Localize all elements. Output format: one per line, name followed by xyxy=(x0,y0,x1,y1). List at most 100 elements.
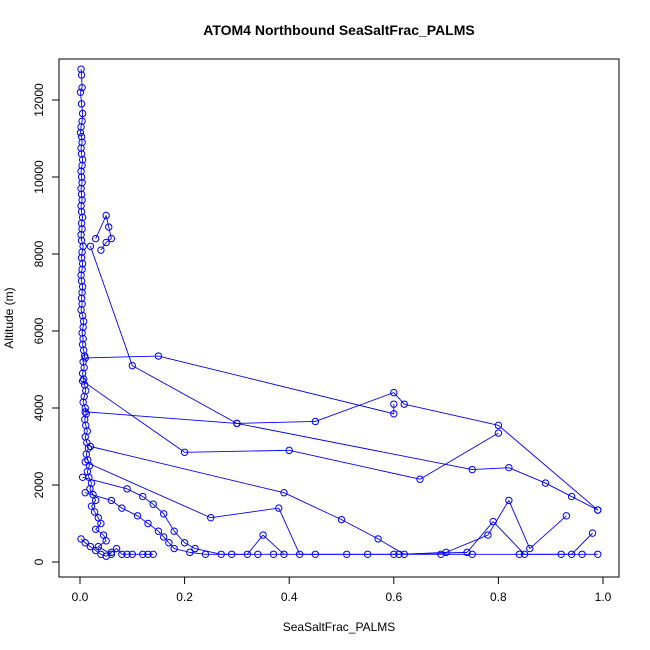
y-tick-label: 2000 xyxy=(32,471,46,498)
series-3 xyxy=(81,352,398,418)
series-segment xyxy=(315,392,394,422)
data-point xyxy=(170,544,178,553)
data-point xyxy=(363,550,372,558)
data-point xyxy=(77,144,85,152)
data-point xyxy=(275,504,283,512)
data-point xyxy=(86,242,95,251)
data-point xyxy=(154,527,163,535)
data-point xyxy=(515,550,524,558)
data-point xyxy=(78,83,86,92)
data-point xyxy=(311,417,320,426)
y-tick-label: 6000 xyxy=(32,317,46,344)
data-point xyxy=(78,248,86,256)
data-point xyxy=(87,502,96,510)
series-segment xyxy=(132,365,238,424)
data-point xyxy=(578,550,586,558)
series-10 xyxy=(77,535,157,560)
series-segment xyxy=(95,215,107,239)
data-point xyxy=(484,531,492,539)
series-11 xyxy=(91,211,116,254)
data-point xyxy=(77,132,86,141)
series-segment xyxy=(81,74,83,88)
data-point xyxy=(201,550,210,558)
data-point xyxy=(139,492,147,501)
series-segment xyxy=(85,461,211,519)
series-segment xyxy=(236,421,316,424)
series-segment xyxy=(85,492,112,501)
data-point xyxy=(79,317,88,326)
data-point xyxy=(105,223,113,231)
data-point xyxy=(77,202,85,210)
series-segment xyxy=(90,246,133,366)
data-point xyxy=(94,542,103,551)
data-point xyxy=(165,539,173,547)
data-point xyxy=(77,123,85,131)
series-segment xyxy=(466,521,494,553)
series-segment xyxy=(98,540,107,547)
series-segment xyxy=(487,500,510,536)
data-point xyxy=(149,500,157,508)
y-axis: 0 2000 4000 6000 8000 10000 12000 xyxy=(32,83,60,565)
data-point xyxy=(390,400,398,408)
series-segment xyxy=(184,542,196,549)
data-point xyxy=(191,544,199,553)
x-tick-label: 0.0 xyxy=(72,590,89,604)
data-point xyxy=(77,173,86,181)
data-point xyxy=(227,550,236,558)
series-segment xyxy=(98,546,112,555)
data-point xyxy=(78,473,87,481)
data-point xyxy=(400,400,408,408)
series-segment xyxy=(95,523,102,530)
data-point xyxy=(77,219,86,227)
series-segment xyxy=(498,424,599,511)
data-point xyxy=(159,510,168,518)
data-point xyxy=(86,485,94,493)
series-segment xyxy=(247,534,264,555)
data-point xyxy=(102,211,110,220)
series-segment xyxy=(105,215,110,228)
data-point xyxy=(180,539,189,547)
series-segment xyxy=(80,538,86,544)
data-point xyxy=(97,550,105,558)
data-point xyxy=(86,542,95,551)
data-point xyxy=(123,550,131,558)
series-segment xyxy=(571,496,598,511)
data-point xyxy=(180,448,189,456)
data-point xyxy=(102,238,110,247)
data-point xyxy=(144,550,152,558)
series-segment xyxy=(508,467,546,484)
series-segment xyxy=(82,476,128,490)
series-segment xyxy=(163,536,170,544)
series-layer xyxy=(76,65,602,560)
series-segment xyxy=(184,449,290,453)
data-point xyxy=(463,548,471,557)
data-point xyxy=(468,465,476,474)
series-segment xyxy=(108,226,112,239)
data-point xyxy=(170,527,178,535)
y-tick-label: 4000 xyxy=(32,394,46,421)
data-point xyxy=(437,550,445,558)
data-point xyxy=(81,489,89,497)
y-axis-label: Altitude (m) xyxy=(2,287,16,348)
data-point xyxy=(81,408,89,416)
data-point xyxy=(567,492,576,501)
series-segment xyxy=(158,530,165,538)
x-tick-label: 0.4 xyxy=(281,590,298,604)
x-tick-label: 0.2 xyxy=(176,590,193,604)
data-point xyxy=(97,246,105,254)
data-point xyxy=(207,514,215,522)
data-point xyxy=(91,496,100,505)
series-segment xyxy=(529,515,567,549)
data-point xyxy=(123,485,131,493)
data-point xyxy=(505,496,513,505)
data-point xyxy=(118,550,126,558)
series-segment xyxy=(341,519,379,540)
data-point xyxy=(159,533,168,541)
data-point xyxy=(107,548,116,557)
data-point xyxy=(442,548,450,557)
data-point xyxy=(102,537,110,545)
data-point xyxy=(186,548,194,557)
y-tick-label: 8000 xyxy=(32,240,46,267)
series-segment xyxy=(152,503,164,515)
data-point xyxy=(77,71,86,79)
